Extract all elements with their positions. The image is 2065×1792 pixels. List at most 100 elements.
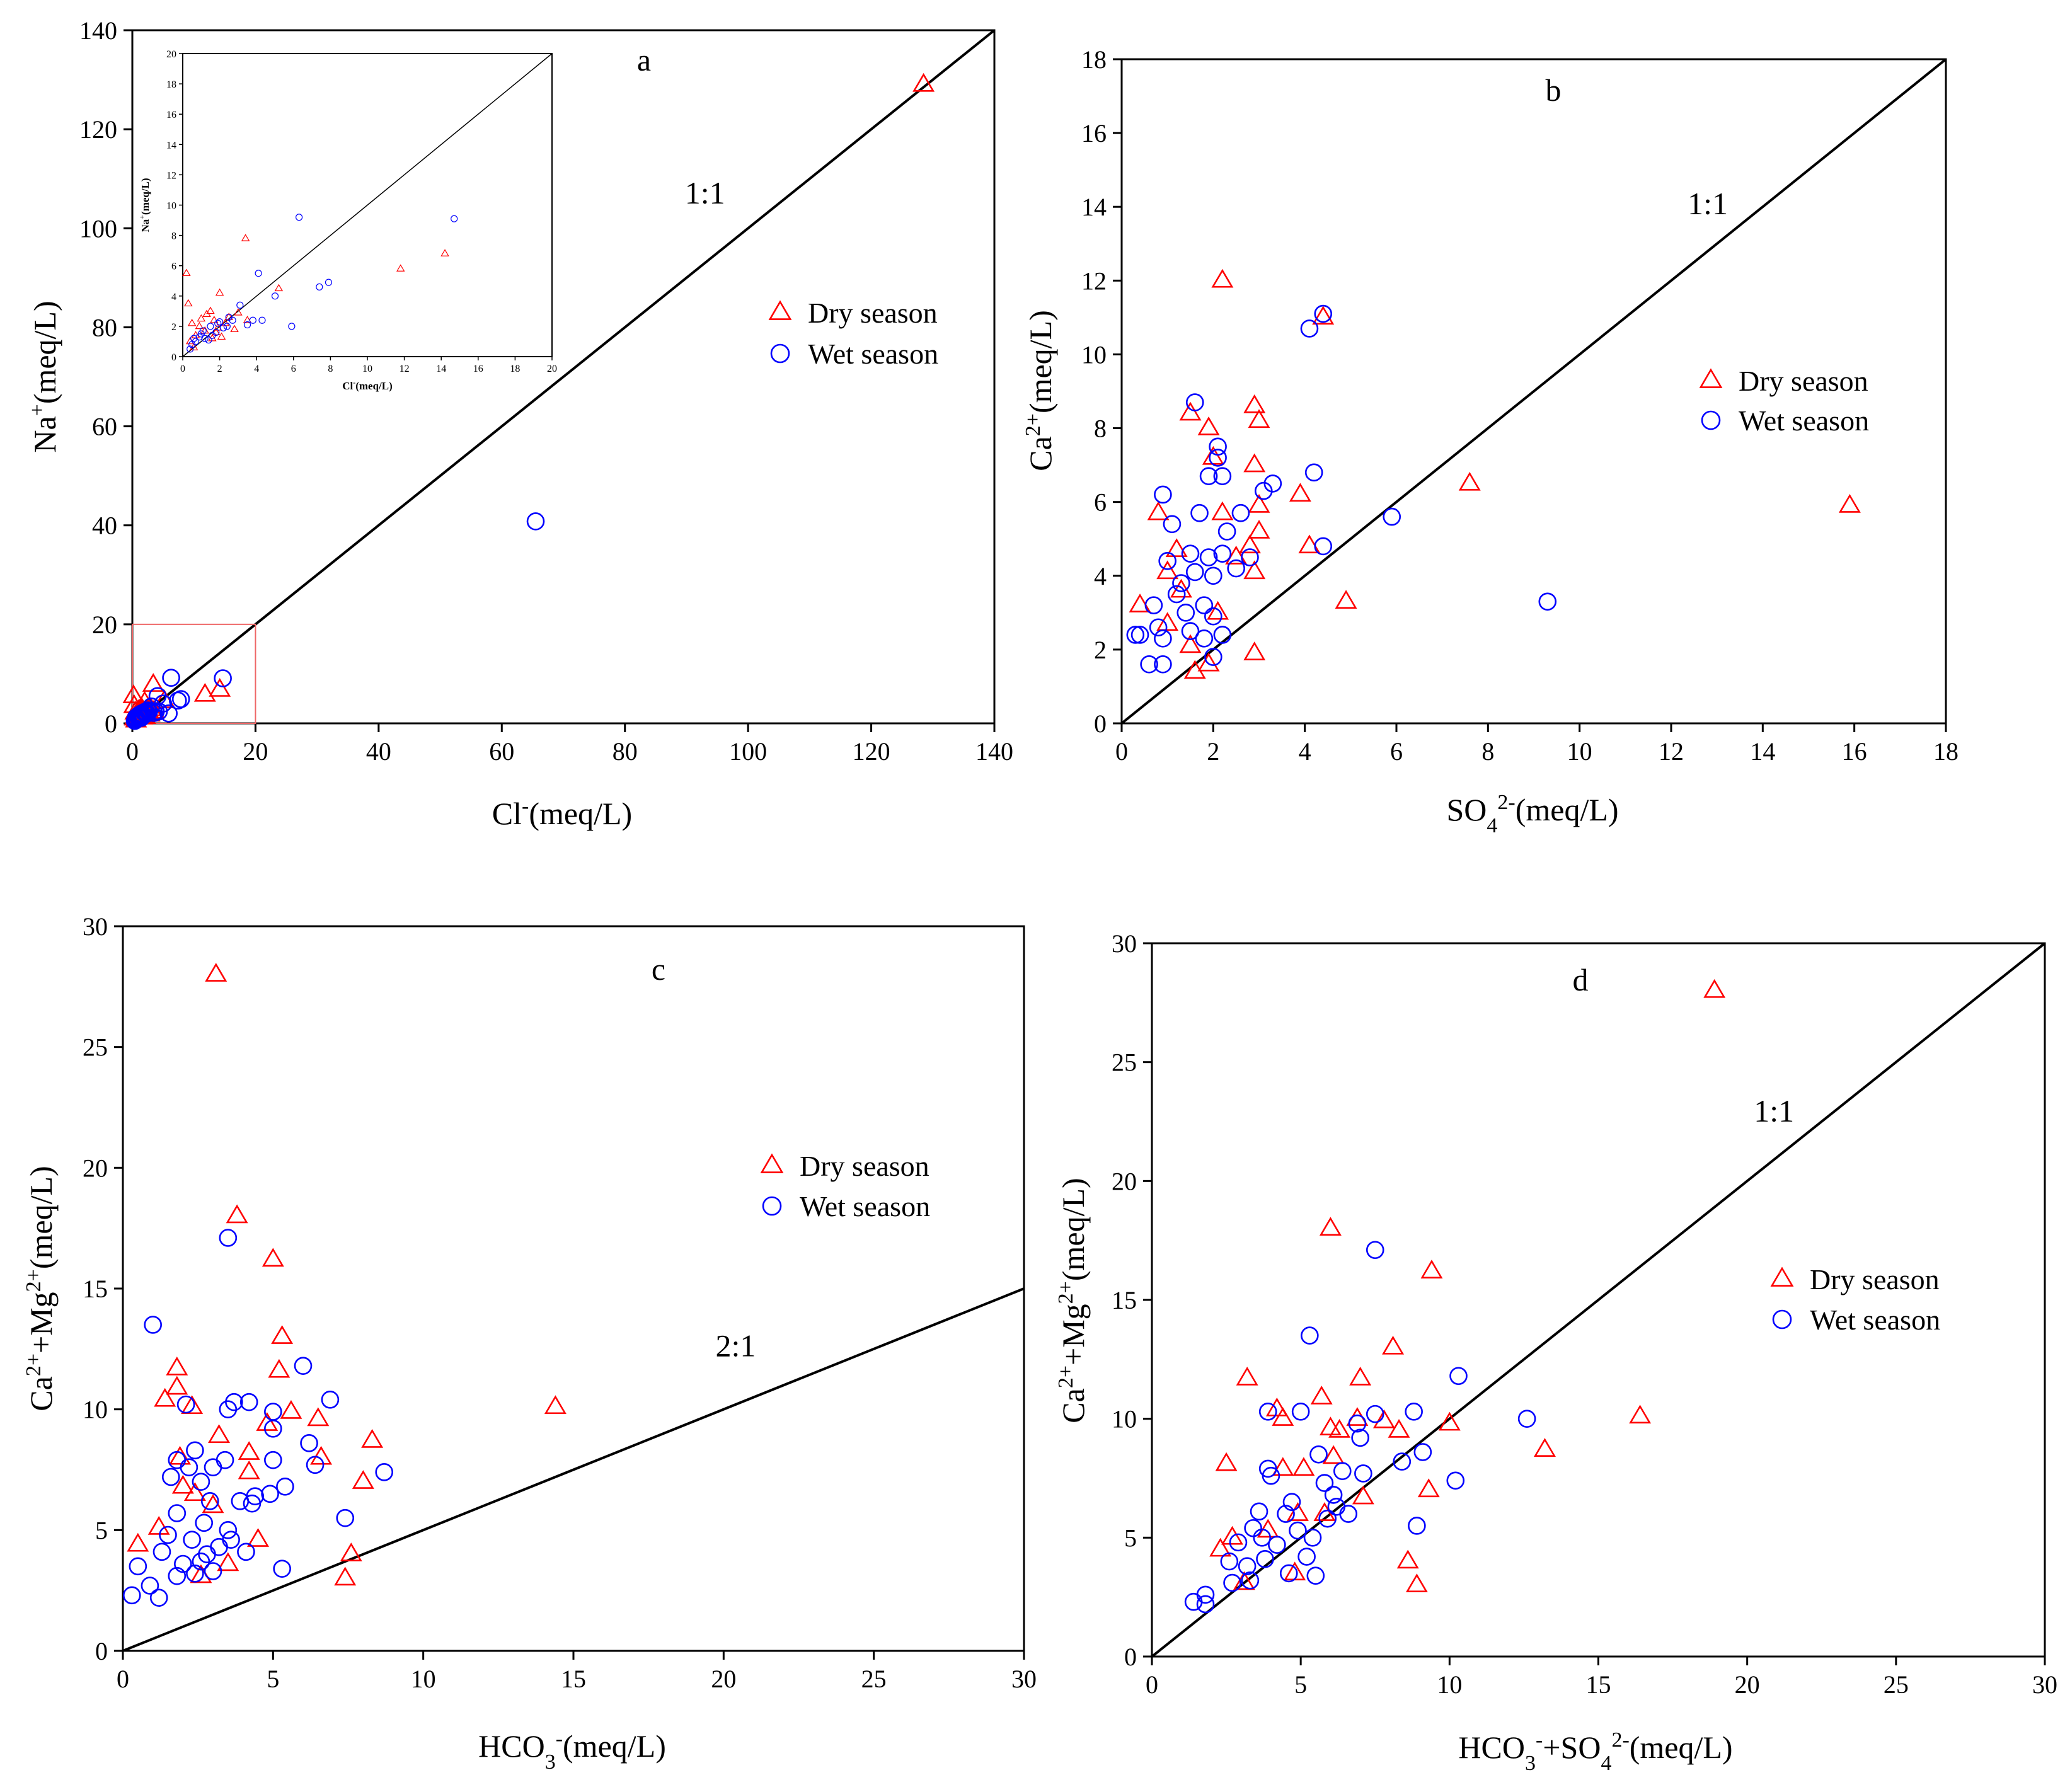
x-tick-label: 30	[2032, 1670, 2057, 1699]
wet-season-point	[180, 1458, 198, 1476]
dry-season-point	[361, 1428, 384, 1448]
zoom-box	[132, 623, 256, 724]
plot-frame	[1120, 58, 1947, 725]
y-tick-label: 20	[83, 1154, 108, 1182]
wet-season-point	[1176, 604, 1195, 622]
dry-season-point	[1405, 1573, 1428, 1593]
wet-season-point	[264, 1450, 282, 1469]
wet-season-point	[276, 1478, 294, 1496]
y-tick-label: 0	[1124, 1643, 1137, 1671]
wet-season-point	[1327, 1497, 1346, 1516]
wet-season-point	[1209, 437, 1227, 456]
wet-season-point	[204, 1562, 222, 1580]
inset-dry-point	[202, 309, 211, 317]
wet-season-point	[204, 1458, 222, 1476]
inset-y-tick-label: 10	[166, 201, 176, 212]
y-tick-label: 80	[92, 313, 117, 342]
inset-x-tick-label: 4	[254, 364, 259, 374]
y-tick-label: 0	[105, 709, 117, 738]
inset-dry-point	[243, 316, 252, 323]
wet-season-point	[1314, 537, 1333, 556]
legend-label: Dry season	[800, 1150, 929, 1182]
dry-season-point	[1298, 534, 1321, 554]
wet-season-point	[1538, 592, 1557, 611]
inset-dry-point	[187, 318, 197, 326]
dry-season-point	[1319, 1416, 1342, 1435]
inset-dry-point	[182, 268, 191, 277]
x-tick-label: 12	[1659, 737, 1684, 766]
wet-season-point	[1185, 393, 1204, 411]
inset-dry-point	[241, 234, 250, 241]
inset-dry-point	[234, 308, 243, 316]
dry-season-point	[181, 1395, 204, 1415]
x-tick-label: 4	[1299, 737, 1311, 766]
wet-season-point	[321, 1391, 340, 1409]
wet-season-point	[1126, 626, 1145, 644]
wet-season-point	[1262, 1466, 1280, 1485]
dry-season-point	[1225, 545, 1248, 565]
inset-y-axis-label: Na+(meq/L)	[137, 178, 151, 232]
wet-season-point	[1318, 1509, 1337, 1528]
dry-season-point	[1248, 493, 1270, 513]
wet-season-point	[1185, 563, 1204, 582]
y-tick-label: 4	[1094, 562, 1107, 590]
inset-reference-line	[182, 53, 553, 357]
wet-season-point	[1154, 655, 1172, 674]
dry-season-point	[307, 1407, 330, 1427]
dry-season-point	[1197, 416, 1220, 435]
dry-season-point	[1233, 1571, 1255, 1590]
dry-season-point	[1156, 560, 1179, 580]
inset-wet-point	[288, 323, 296, 330]
inset-x-tick-label: 14	[436, 364, 446, 374]
x-tick-label: 40	[366, 737, 391, 766]
y-tick-label: 5	[1124, 1524, 1137, 1552]
wet-season-point	[1289, 1521, 1307, 1540]
wet-season-point	[171, 690, 190, 708]
wet-season-point	[161, 1467, 180, 1486]
y-tick-label: 100	[79, 214, 117, 243]
inset-x-tick-label: 20	[547, 364, 557, 374]
legend-label: Dry season	[1810, 1263, 1940, 1295]
wet-season-point	[1256, 1549, 1274, 1568]
dry-season-point	[1310, 1386, 1333, 1404]
dry-season-point	[1438, 1411, 1461, 1431]
wet-season-point	[1130, 626, 1149, 644]
legend-label: Wet season	[1810, 1304, 1940, 1336]
x-tick-label: 10	[1567, 737, 1592, 766]
wet-season-point	[1268, 1536, 1286, 1554]
wet-season-point	[1238, 1557, 1257, 1575]
y-tick-label: 5	[95, 1516, 108, 1544]
y-axis-label: Ca2+(meq/L)	[1021, 310, 1059, 471]
wet-season-point	[1220, 1552, 1239, 1571]
dry-season-point	[544, 1395, 567, 1415]
dry-season-point	[1243, 641, 1266, 660]
wet-season-point	[336, 1508, 355, 1527]
x-tick-label: 20	[243, 737, 268, 766]
dry-season-point	[1272, 1457, 1294, 1476]
dry-season-point	[166, 1376, 188, 1395]
inset-wet-point	[258, 316, 266, 324]
y-tick-label: 20	[92, 611, 117, 639]
inset-wet-point	[255, 270, 262, 277]
wet-season-point	[1297, 1548, 1316, 1566]
x-tick-label: 15	[1586, 1670, 1611, 1699]
wet-season-point	[1351, 1428, 1369, 1447]
dry-season-point	[1372, 1409, 1395, 1428]
wet-season-point	[273, 1559, 291, 1578]
dry-season-point	[238, 1441, 260, 1460]
wet-season-point	[1213, 626, 1232, 644]
reference-line	[131, 29, 996, 725]
dry-season-point	[1170, 578, 1192, 598]
dry-season-point	[247, 1528, 269, 1547]
inset-dry-point	[210, 316, 219, 323]
wet-season-point	[1304, 463, 1323, 482]
wet-season-point	[375, 1463, 394, 1481]
inset-wet-point	[229, 316, 236, 324]
dry-season-point	[340, 1542, 362, 1561]
reference-line-label: 1:1	[1688, 186, 1728, 221]
y-tick-label: 14	[1081, 193, 1107, 221]
wet-season-point	[1517, 1410, 1536, 1428]
wet-season-point	[168, 1504, 187, 1522]
inset-dry-point	[195, 321, 204, 330]
